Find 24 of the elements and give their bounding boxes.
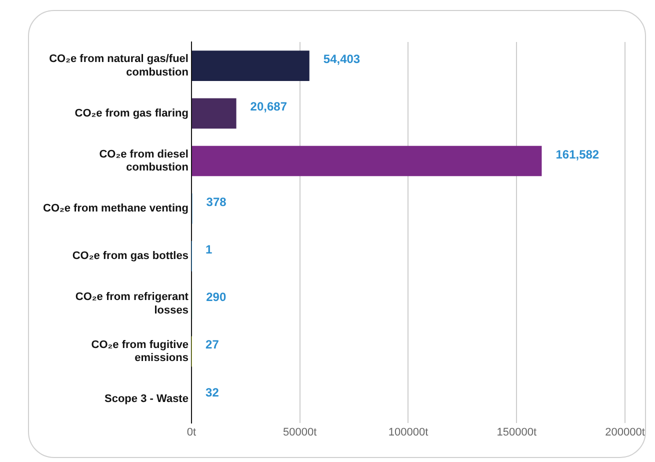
bar [192,146,542,176]
y-tick-label: CO₂e from refrigerant losses [75,291,189,316]
data-label: 20,687 [250,100,288,114]
data-label: 161,582 [556,147,600,162]
data-label: 54,403 [323,52,360,66]
data-label: 1 [205,242,212,257]
y-tick-label: CO₂e from natural gas/fuel combustion [49,53,189,78]
x-tick-label: 100000t [388,426,428,438]
bar [192,98,236,129]
y-tick-label: CO₂e from gas bottles [72,250,188,262]
y-tick-label: CO₂e from diesel combustion [99,148,189,174]
x-tick-label: 0t [186,426,196,438]
x-tick-label: 150000t [496,426,536,438]
data-label: 32 [206,385,220,400]
data-label: 27 [206,338,220,352]
bar [192,50,310,81]
y-tick-label: CO₂e from fugitive emissions [91,338,188,364]
x-tick-label: 200000t [605,426,645,438]
y-tick-label: CO₂e from gas flaring [74,107,188,120]
data-label: 378 [206,194,227,209]
y-tick-label: Scope 3 - Waste [104,393,188,406]
data-label: 290 [206,290,226,304]
y-tick-label: CO₂e from methane venting [42,202,188,215]
x-tick-label: 50000t [283,426,317,438]
